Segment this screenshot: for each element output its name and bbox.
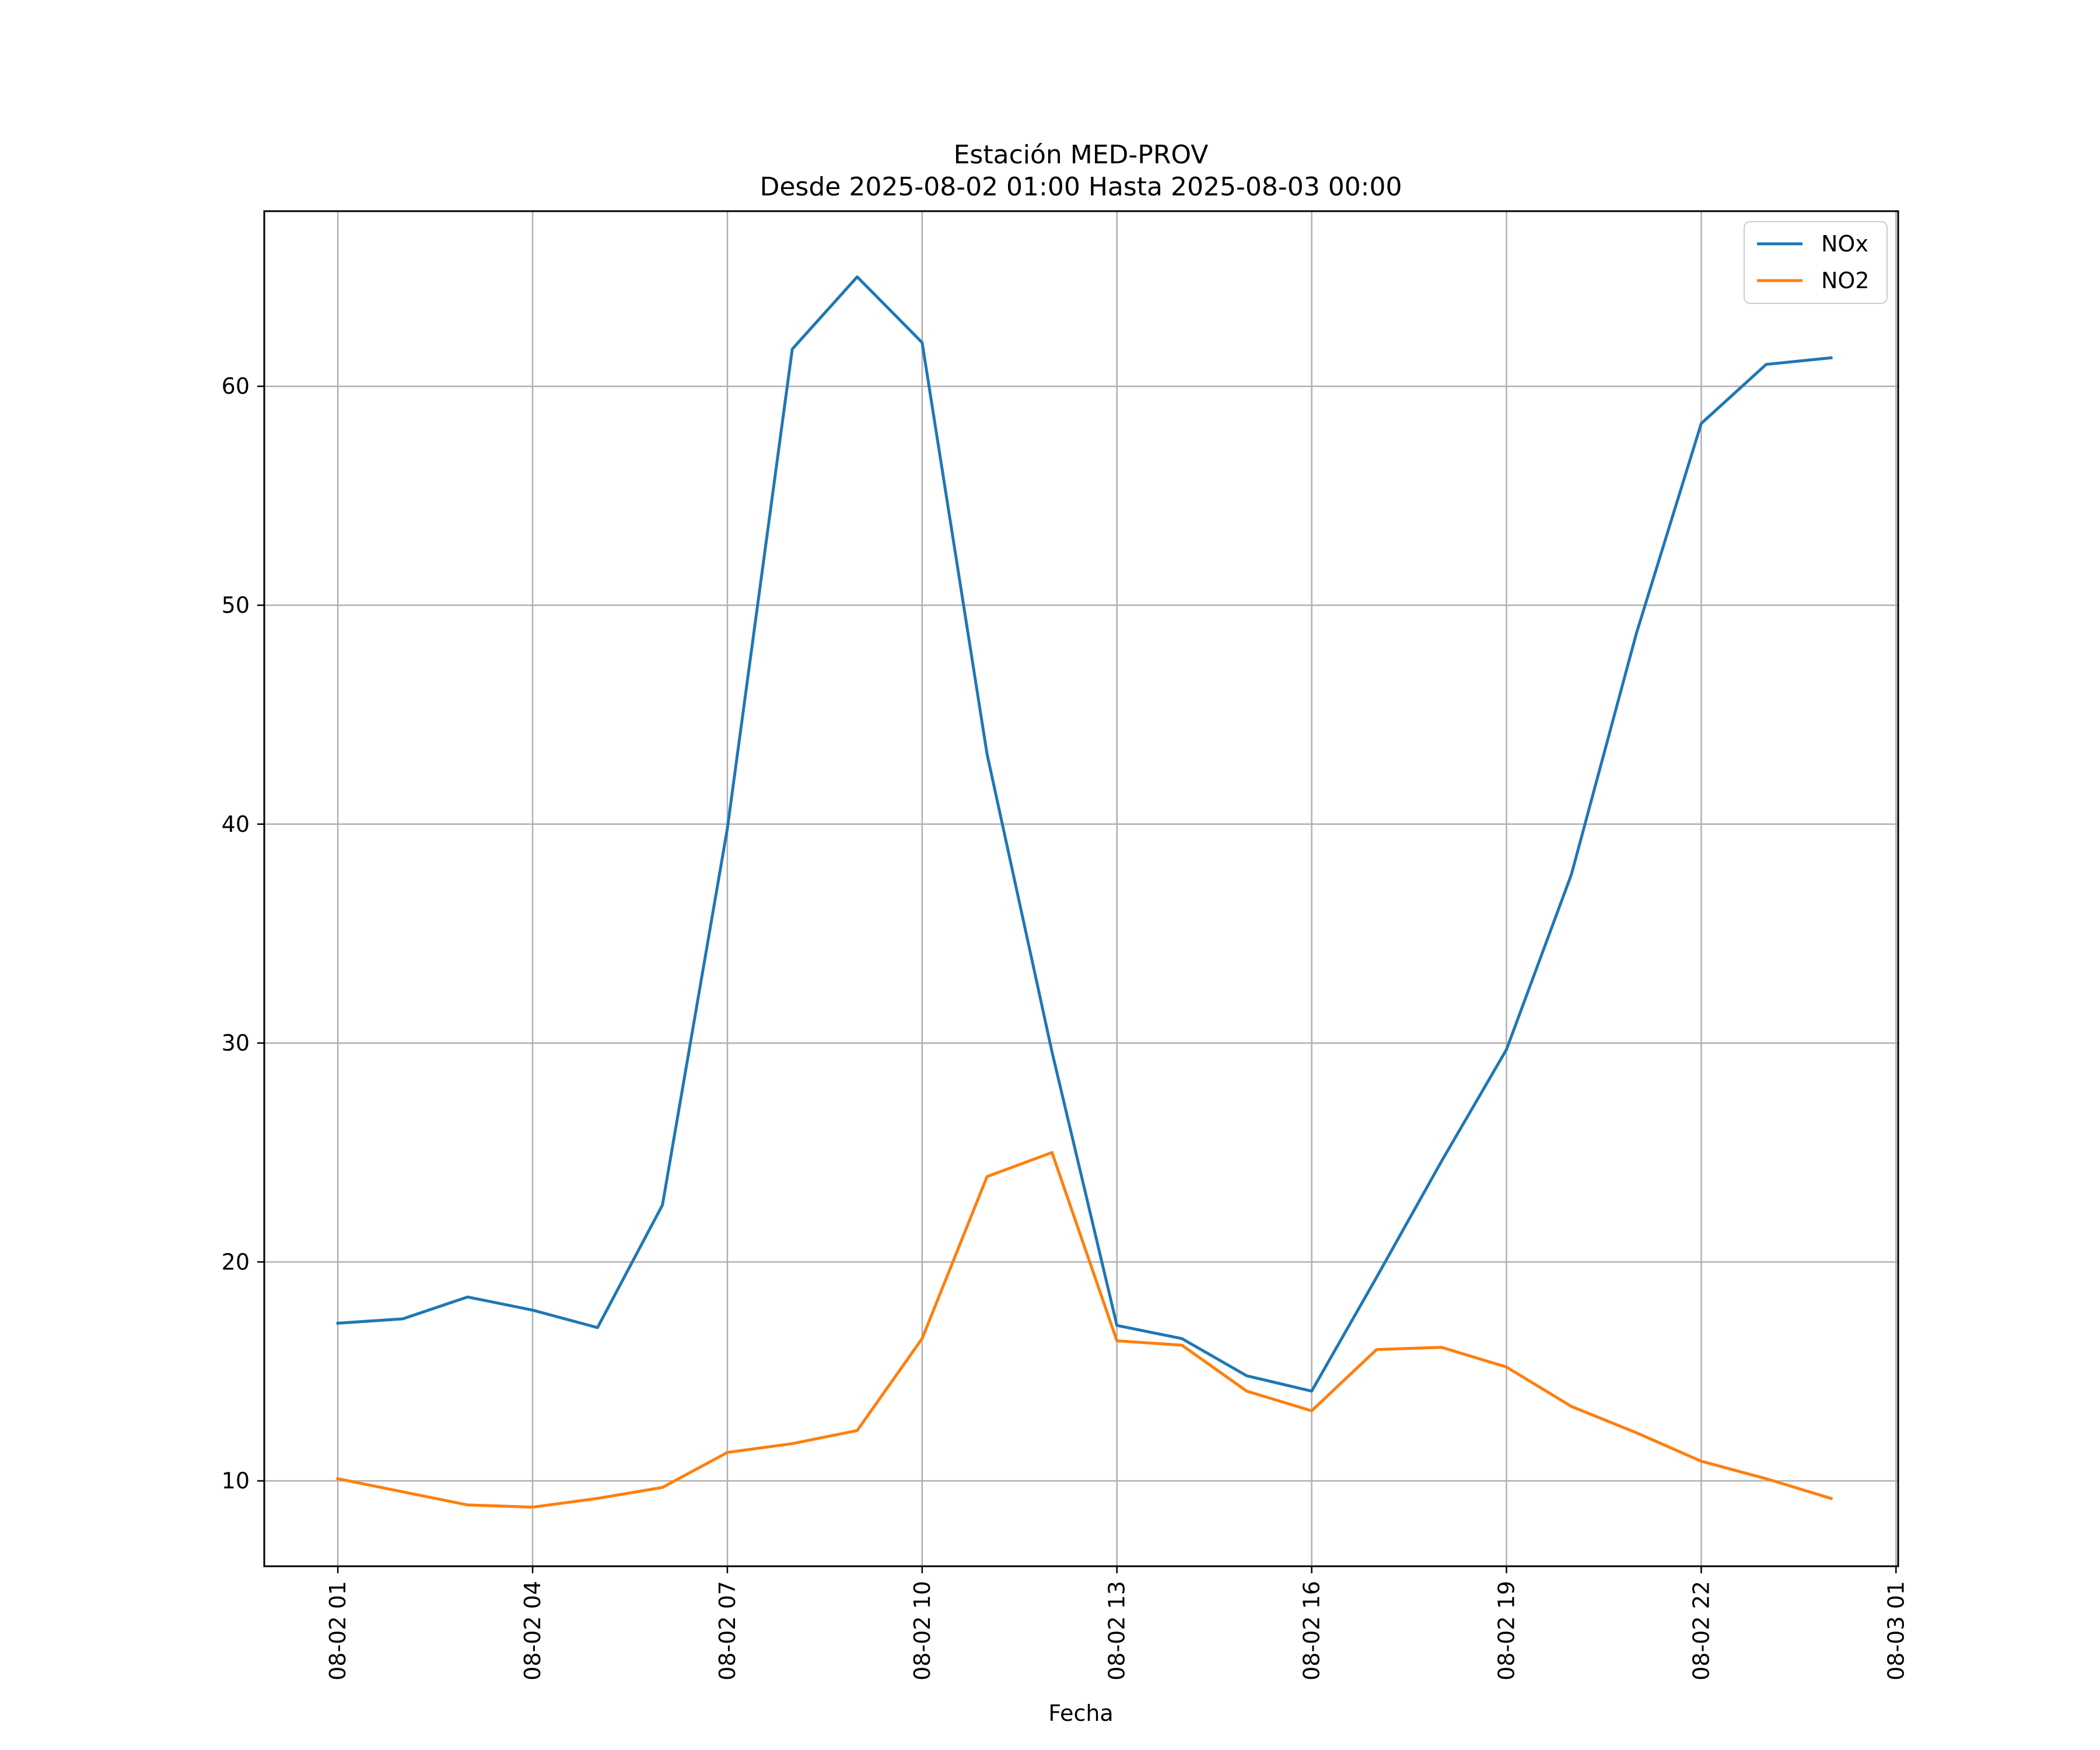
x-tick-label: 08-02 07 bbox=[715, 1581, 740, 1681]
y-tick-label: 10 bbox=[222, 1468, 250, 1494]
x-axis-label: Fecha bbox=[1048, 1700, 1113, 1726]
series-lines bbox=[336, 275, 1833, 1509]
chart-title: Estación MED-PROV bbox=[954, 140, 1209, 170]
legend-box bbox=[1744, 221, 1888, 304]
y-tick-label: 40 bbox=[222, 811, 250, 837]
x-tick-label: 08-02 16 bbox=[1299, 1581, 1325, 1681]
x-axis-ticks: 08-02 01 08-02 04 08-02 07 08-02 10 08-02 13… bbox=[325, 1566, 1909, 1681]
x-tick-label: 08-02 04 bbox=[520, 1581, 545, 1681]
x-tick-label: 08-02 22 bbox=[1688, 1581, 1714, 1681]
y-tick-label: 20 bbox=[222, 1249, 250, 1275]
y-tick-label: 50 bbox=[222, 593, 250, 618]
x-tick-label: 08-02 10 bbox=[909, 1581, 935, 1681]
plot-frame bbox=[263, 210, 1899, 1567]
y-axis-ticks: 10 20 30 40 50 60 bbox=[222, 373, 264, 1494]
x-tick-label: 08-03 01 bbox=[1883, 1581, 1909, 1681]
x-tick-label: 08-02 01 bbox=[325, 1581, 351, 1681]
legend-label-nox: NOx bbox=[1821, 231, 1868, 257]
x-tick-label: 08-02 13 bbox=[1104, 1581, 1130, 1681]
y-tick-label: 60 bbox=[222, 373, 250, 399]
legend-label-no2: NO2 bbox=[1821, 268, 1870, 293]
y-tick-label: 30 bbox=[222, 1030, 250, 1056]
chart-subtitle: Desde 2025-08-02 01:00 Hasta 2025-08-03 … bbox=[760, 172, 1402, 202]
series-line-nox bbox=[336, 275, 1833, 1393]
x-tick-label: 08-02 19 bbox=[1494, 1581, 1520, 1681]
series-line-no2 bbox=[336, 1151, 1833, 1509]
legend: NOx NO2 bbox=[1744, 221, 1888, 304]
